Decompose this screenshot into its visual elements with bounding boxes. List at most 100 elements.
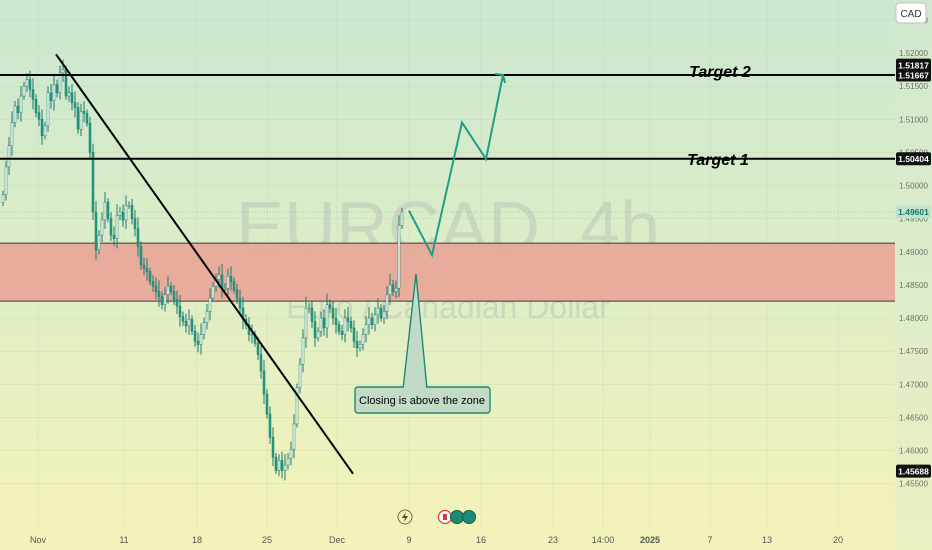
event-marker-icon[interactable] — [462, 510, 476, 524]
candle-body — [175, 299, 179, 307]
candle-body — [217, 274, 221, 280]
candle-body — [295, 387, 299, 425]
candle-body — [1, 194, 5, 203]
candle-body — [256, 342, 260, 355]
price-tag-text: 1.51817 — [898, 60, 929, 70]
candle-body — [280, 460, 284, 471]
candle-body — [340, 331, 344, 335]
price-axis-label: 1.50000 — [899, 182, 928, 191]
candle-body — [379, 307, 383, 319]
candle-body — [124, 205, 128, 221]
candle-body — [298, 364, 302, 388]
candle-body — [82, 111, 86, 114]
candle-body — [88, 122, 92, 153]
candle-body — [109, 218, 113, 236]
candle-body — [7, 145, 11, 168]
candle-body — [172, 291, 176, 300]
candle-body — [118, 211, 122, 216]
candle-body — [322, 317, 326, 329]
candle-body — [148, 271, 152, 282]
time-axis-label: 20 — [833, 535, 843, 545]
candle-body — [187, 319, 191, 327]
candle-body — [259, 354, 263, 372]
price-axis-label: 1.47500 — [899, 347, 928, 356]
candle-body — [262, 370, 266, 395]
candle-body — [160, 296, 164, 305]
candle-body — [61, 69, 65, 74]
price-tag-bg — [896, 58, 931, 72]
candle-body — [25, 79, 29, 87]
time-axis-label: 2025 — [640, 535, 660, 545]
candle-body — [103, 201, 107, 221]
drawings — [0, 53, 895, 475]
candle-body — [52, 84, 56, 101]
candle-body — [385, 294, 389, 312]
candle-body — [343, 317, 347, 335]
candle-body — [388, 284, 392, 296]
candle-body — [154, 285, 158, 292]
candle-body — [352, 327, 356, 342]
projection-path — [408, 74, 504, 258]
candle-body — [22, 85, 26, 97]
candle-body — [49, 92, 53, 101]
price-axis-label: 1.51000 — [899, 115, 928, 124]
candle-body — [358, 344, 362, 349]
event-marker-icon[interactable] — [450, 510, 464, 524]
candle-body — [400, 211, 404, 226]
price-tag-text: 1.45688 — [898, 466, 929, 476]
annotation-callout[interactable]: Closing is above the zone — [354, 273, 491, 414]
candle-body — [85, 113, 89, 124]
candle-body — [55, 84, 59, 94]
price-axis-label: 1.45500 — [899, 480, 928, 489]
candle-body — [349, 321, 353, 329]
candle-body — [277, 460, 281, 471]
candle-body — [181, 316, 185, 322]
candle-body — [382, 311, 386, 319]
candle-body — [67, 92, 71, 97]
price-tag: 1.50404 — [896, 152, 931, 166]
candle-body — [163, 294, 167, 305]
candle-body — [397, 225, 401, 289]
candle-body — [337, 324, 341, 332]
candle-body — [364, 324, 368, 335]
candle-body — [307, 307, 311, 310]
candle-body — [268, 413, 272, 438]
candle-body — [106, 201, 110, 219]
candle-body — [136, 228, 140, 247]
projection-arrowhead — [494, 72, 506, 84]
candle-body — [250, 334, 254, 336]
candle-body — [127, 205, 131, 207]
currency-badge[interactable]: CAD — [895, 2, 927, 24]
candle-body — [193, 331, 197, 342]
candle-body — [94, 211, 98, 251]
candle-body — [301, 337, 305, 365]
time-axis-label: 18 — [192, 535, 202, 545]
candle-body — [310, 307, 314, 322]
time-axis-label: Nov — [30, 535, 47, 545]
candle-body — [223, 287, 227, 290]
trendline — [55, 53, 354, 475]
candle-body — [355, 340, 359, 349]
candle-body — [16, 105, 20, 113]
candle-body — [166, 285, 170, 296]
zone-fill — [0, 243, 895, 302]
target-2-label: Target 2 — [689, 64, 751, 81]
time-axis-label: 16 — [476, 535, 486, 545]
time-axis-label: Dec — [329, 535, 346, 545]
candle-body — [238, 297, 242, 309]
candle-body — [226, 276, 230, 289]
event-markers[interactable] — [397, 509, 476, 525]
candle-body — [376, 307, 380, 315]
candle-body — [79, 111, 83, 130]
candle-body — [100, 219, 104, 236]
candle-body — [286, 458, 290, 466]
time-axis-label: 14:00 — [592, 535, 615, 545]
price-tag-text: 1.50404 — [898, 154, 929, 164]
candle-body — [28, 79, 32, 90]
price-axis-label: 1.46500 — [899, 413, 928, 422]
lightning-icon — [402, 512, 408, 522]
price-axis-label: 1.48500 — [899, 281, 928, 290]
